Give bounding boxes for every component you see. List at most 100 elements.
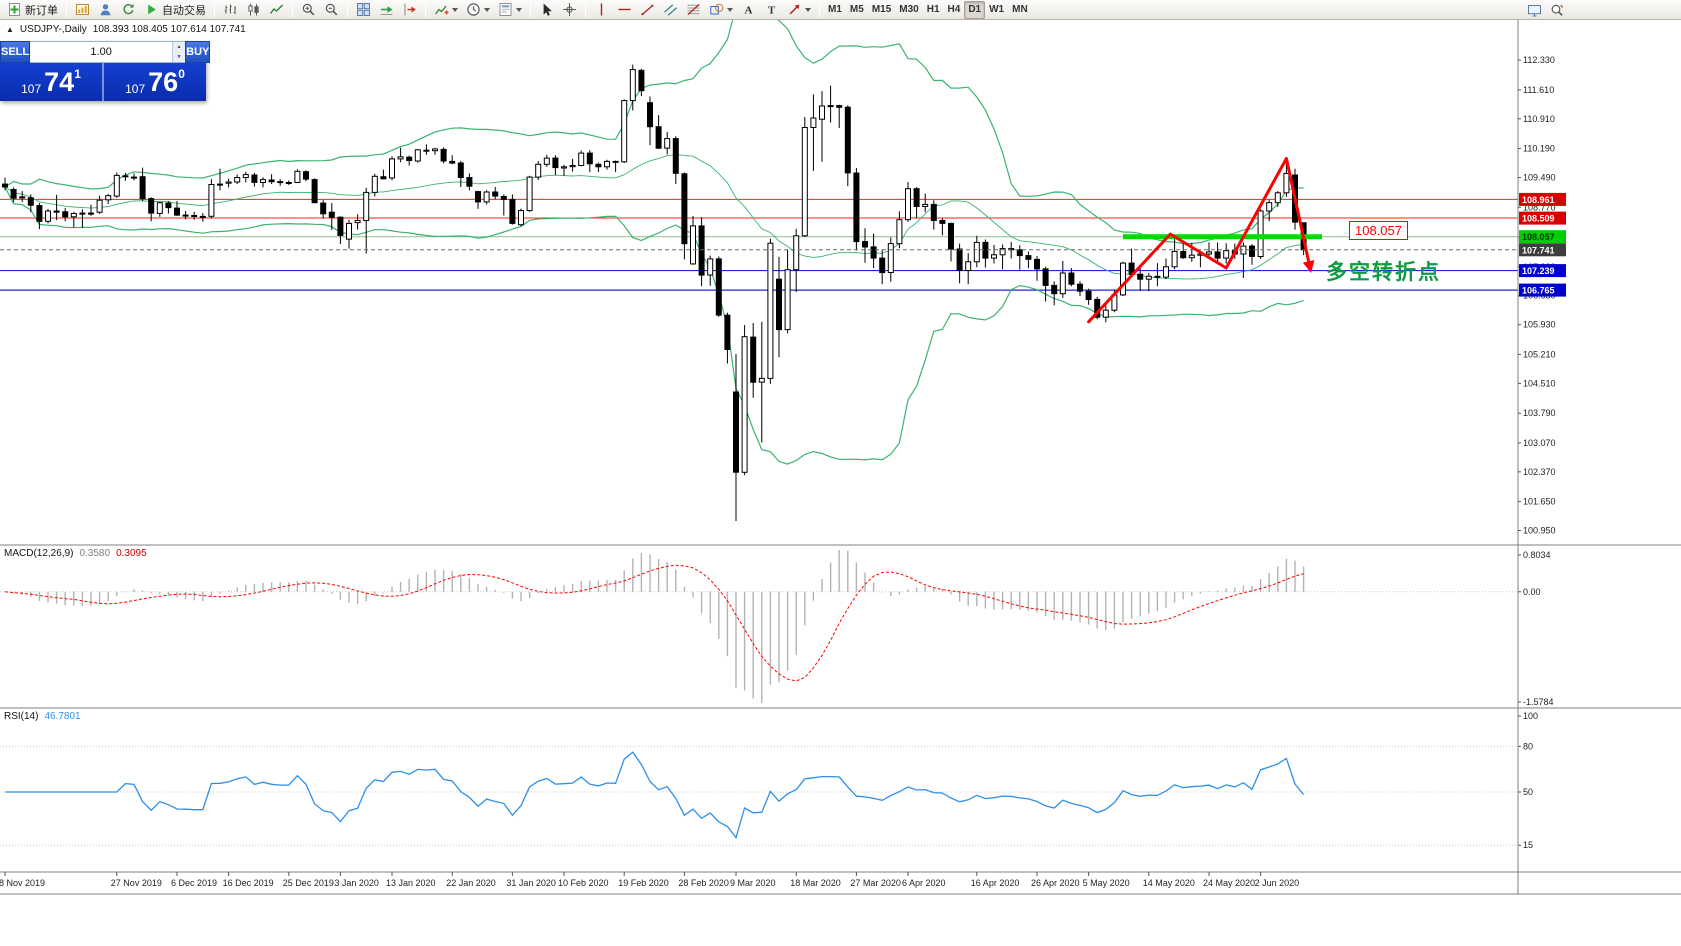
toolbar-separator — [530, 2, 531, 17]
auto-trading-button[interactable]: 自动交易 — [140, 1, 210, 19]
tile-windows-button[interactable] — [352, 1, 375, 19]
sell-button[interactable]: SELL — [0, 41, 31, 63]
candle — [543, 157, 550, 165]
candle — [750, 336, 757, 383]
candle — [27, 197, 34, 206]
candle — [707, 258, 714, 276]
time-axis-label: 16 Dec 2019 — [222, 878, 274, 888]
clock-icon — [467, 3, 480, 16]
candle — [1257, 210, 1264, 257]
horizontal-line-button[interactable] — [613, 1, 636, 19]
refresh-icon — [123, 3, 134, 15]
macd-panel — [0, 550, 1518, 703]
volume-increase-button[interactable]: ▲ — [173, 42, 186, 52]
candle — [1068, 272, 1075, 285]
candle — [389, 158, 395, 179]
candlestick-chart-button[interactable] — [242, 1, 265, 19]
cursor-button[interactable] — [535, 1, 558, 19]
timeframe-m30[interactable]: M30 — [895, 1, 922, 19]
rsi-panel — [0, 745, 1518, 846]
price-axis-label: 105.930 — [1523, 320, 1556, 330]
timeframe-h1-label: H1 — [926, 4, 940, 15]
volume-decrease-button[interactable]: ▼ — [173, 52, 186, 62]
timeframe-w1[interactable]: W1 — [985, 1, 1008, 19]
timeframe-d1-label: D1 — [968, 4, 982, 15]
chart-window-button[interactable] — [71, 1, 94, 19]
toolbar-separator — [292, 2, 293, 17]
candle — [715, 258, 722, 316]
sell-price-point: 1 — [74, 67, 81, 81]
chart-title: ▲ USDJPY-,Daily 108.393 108.405 107.614 … — [6, 24, 246, 35]
price-axis-label: 101.650 — [1523, 497, 1556, 507]
timeframe-d1[interactable]: D1 — [964, 0, 986, 19]
candle — [1154, 275, 1161, 278]
candle — [1223, 250, 1230, 259]
chart-shift-button[interactable] — [398, 1, 421, 19]
search-button[interactable] — [1546, 1, 1569, 19]
volume-control: ▲ ▼ — [30, 41, 186, 63]
trendline-button[interactable] — [636, 1, 659, 19]
buy-price[interactable]: 107 76 0 — [104, 63, 206, 101]
zoom-out-button[interactable] — [320, 1, 343, 19]
profiles-button[interactable] — [94, 1, 117, 19]
candle — [1180, 251, 1187, 259]
text-label-button[interactable]: T — [760, 1, 783, 19]
chart-symbol-period: USDJPY-,Daily — [19, 24, 87, 35]
new-chart-button[interactable] — [1523, 1, 1546, 19]
sell-price[interactable]: 107 74 1 — [0, 63, 102, 101]
support-level-line[interactable] — [1123, 234, 1322, 240]
price-axis-label: 111.610 — [1523, 85, 1554, 95]
candle — [414, 149, 421, 162]
bollinger-bands — [4, 5, 1304, 465]
candle — [466, 177, 473, 187]
new-order-button[interactable]: 新订单 — [3, 1, 62, 19]
timeframe-m5[interactable]: M5 — [846, 1, 868, 19]
line-chart-button[interactable] — [265, 1, 288, 19]
one-click-toggle-icon[interactable]: ▲ — [6, 24, 14, 34]
toolbar-separator — [347, 2, 348, 17]
price-marker-value: 108.961 — [1522, 195, 1555, 205]
arrows-button[interactable] — [783, 1, 815, 19]
zoom-edit-icon — [1551, 4, 1564, 16]
horizontal-level-lines[interactable] — [0, 198, 1518, 291]
time-axis-label: 3 Jan 2020 — [334, 878, 379, 888]
timeframe-h4[interactable]: H4 — [944, 1, 965, 19]
candle — [698, 225, 705, 276]
candle — [784, 269, 791, 331]
volume-input[interactable] — [30, 42, 173, 62]
timeframe-m1[interactable]: M1 — [824, 1, 846, 19]
chart-text-annotation[interactable]: 多空转折点 — [1326, 261, 1441, 284]
candle — [887, 243, 894, 274]
text-button[interactable]: A — [737, 1, 760, 19]
price-axis-label: 103.790 — [1523, 408, 1556, 418]
periods-button[interactable] — [462, 1, 494, 19]
timeframe-h1[interactable]: H1 — [923, 1, 944, 19]
fibonacci-button[interactable] — [682, 1, 705, 19]
candle — [10, 189, 17, 199]
bar-chart-button[interactable] — [219, 1, 242, 19]
shift-icon — [404, 3, 416, 16]
candle — [165, 202, 172, 209]
timeframe-mn[interactable]: MN — [1008, 1, 1032, 19]
trend-zigzag-arrow[interactable] — [1087, 157, 1315, 324]
zoom-in-button[interactable] — [297, 1, 320, 19]
shapes-button[interactable] — [705, 1, 737, 19]
indicators-button[interactable] — [430, 1, 462, 19]
channel-button[interactable] — [659, 1, 682, 19]
candle — [1120, 262, 1126, 296]
vertical-line-button[interactable] — [590, 1, 613, 19]
buy-button[interactable]: BUY — [185, 41, 211, 63]
rsi-name: RSI(14) — [4, 711, 39, 722]
toolbar-right-items — [1523, 1, 1569, 19]
price-callout-label[interactable]: 108.057 — [1349, 221, 1408, 240]
toolbar-separator — [819, 2, 820, 17]
chart-background — [0, 20, 1681, 894]
svg-text:A: A — [745, 5, 753, 17]
templates-button[interactable] — [494, 1, 526, 19]
text-a-icon: A — [745, 5, 753, 17]
refresh-button[interactable] — [117, 1, 140, 19]
buy-price-pips: 76 — [148, 67, 179, 97]
timeframe-m15[interactable]: M15 — [868, 1, 895, 19]
auto-scroll-button[interactable] — [375, 1, 398, 19]
crosshair-button[interactable] — [558, 1, 581, 19]
